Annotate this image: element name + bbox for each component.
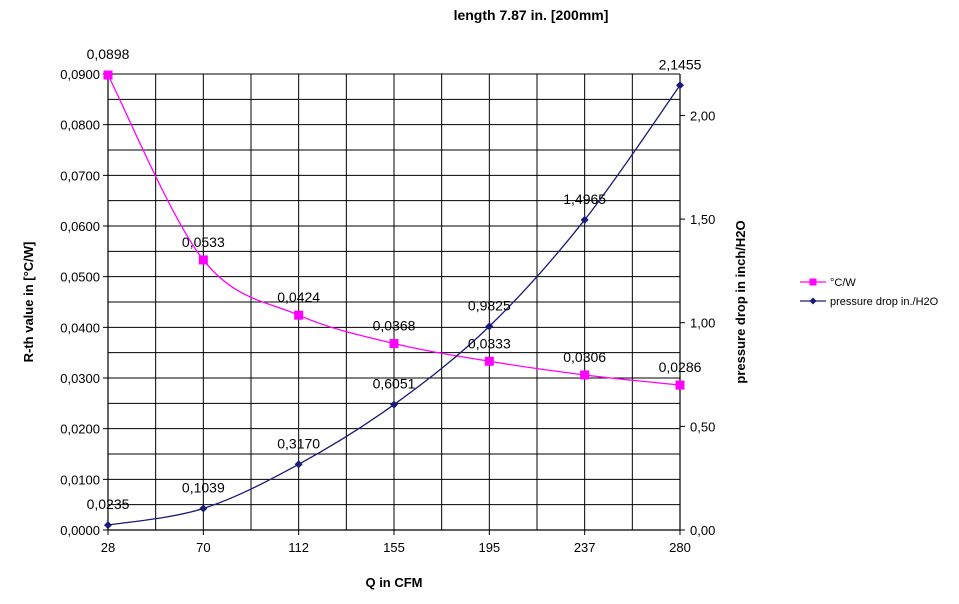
- data-label: 0,9825: [468, 297, 511, 313]
- data-point-square: [389, 339, 399, 349]
- data-point-square: [294, 310, 304, 320]
- y2-axis-title: pressure drop in inch/H2O: [733, 220, 748, 383]
- x-tick-label: 70: [196, 540, 210, 555]
- axis-layer: 0,0000 0,0100 0,0200 0,0300 0,0400 0,0500 0,06…: [60, 67, 715, 555]
- y2-tick-label: 0,00: [690, 523, 715, 538]
- data-point-diamond: [485, 322, 494, 331]
- y-tick-label: 0,0900: [60, 67, 100, 82]
- grid-layer: [108, 74, 680, 530]
- legend-marker-square: [809, 278, 817, 286]
- data-point-diamond: [199, 504, 208, 513]
- data-label: 2,1455: [659, 56, 702, 72]
- x-tick-label: 155: [383, 540, 405, 555]
- data-label: 0,0368: [373, 318, 416, 334]
- data-point-diamond: [294, 460, 303, 469]
- y-axis-title: R-th value in [°C/W]: [21, 242, 36, 363]
- data-point-diamond: [104, 521, 112, 530]
- legend-label: °C/W: [830, 277, 856, 289]
- y-tick-label: 0,0500: [60, 270, 100, 285]
- data-label: 0,6051: [373, 376, 416, 392]
- data-point-square: [580, 370, 590, 380]
- series-0: [103, 70, 685, 390]
- data-label: 0,1039: [182, 479, 225, 495]
- series-1: [104, 81, 684, 530]
- y-tick-label: 0,0200: [60, 422, 100, 437]
- data-label: 0,0333: [468, 335, 511, 351]
- legend-label: pressure drop in./H2O: [830, 296, 939, 308]
- data-label: 0,0235: [87, 496, 130, 512]
- legend-marker-diamond: [809, 297, 817, 305]
- data-label: 0,0306: [563, 349, 606, 365]
- data-point-diamond: [390, 400, 398, 409]
- data-label: 1,4965: [563, 191, 606, 207]
- y-tick-label: 0,0300: [60, 371, 100, 386]
- data-label: 0,0424: [277, 289, 320, 305]
- data-point-square: [103, 70, 113, 80]
- data-point-diamond: [676, 81, 684, 90]
- y-tick-label: 0,0800: [60, 118, 100, 133]
- data-point-square: [484, 356, 494, 366]
- y-tick-label: 0,0100: [60, 472, 100, 487]
- data-label-layer: 0,0898 0,0533 0,0424 0,0368 0,0333 0,0306 0,02…: [87, 46, 702, 512]
- y-tick-label: 0,0700: [60, 168, 100, 183]
- data-label: 0,0533: [182, 234, 225, 250]
- data-label: 0,0898: [87, 46, 130, 62]
- y2-tick-label: 1,00: [690, 316, 715, 331]
- y-tick-label: 0,0000: [60, 523, 100, 538]
- data-label: 0,0286: [659, 359, 702, 375]
- data-point-diamond: [580, 215, 589, 224]
- data-point-square: [198, 255, 208, 265]
- y-tick-label: 0,0400: [60, 320, 100, 335]
- data-point-square: [675, 380, 685, 390]
- data-label: 0,3170: [277, 435, 320, 451]
- y2-tick-label: 0,50: [690, 419, 715, 434]
- y2-tick-label: 1,50: [690, 212, 715, 227]
- x-tick-label: 112: [288, 540, 309, 555]
- series-layer: [103, 70, 685, 530]
- x-tick-label: 28: [101, 540, 115, 555]
- legend: °C/W pressure drop in./H2O: [800, 277, 939, 308]
- x-axis-title: Q in CFM: [365, 575, 422, 590]
- y2-tick-label: 2,00: [690, 108, 715, 123]
- legend-item: °C/W: [800, 277, 856, 289]
- x-tick-label: 280: [669, 540, 691, 555]
- x-tick-label: 237: [574, 540, 596, 555]
- series-line: [107, 84, 681, 526]
- chart-title: length 7.87 in. [200mm]: [454, 7, 609, 23]
- x-tick-label: 195: [478, 540, 500, 555]
- legend-item: pressure drop in./H2O: [800, 296, 939, 308]
- y-tick-label: 0,0600: [60, 219, 100, 234]
